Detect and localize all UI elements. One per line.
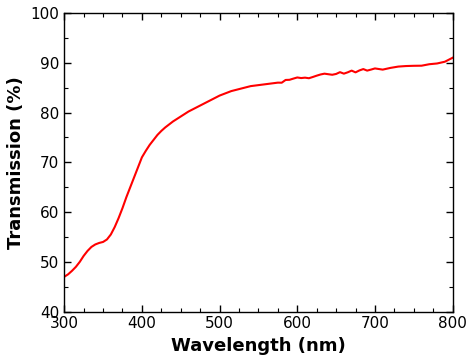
Y-axis label: Transmission (%): Transmission (%) [7,76,25,249]
X-axis label: Wavelength (nm): Wavelength (nm) [171,337,346,355]
